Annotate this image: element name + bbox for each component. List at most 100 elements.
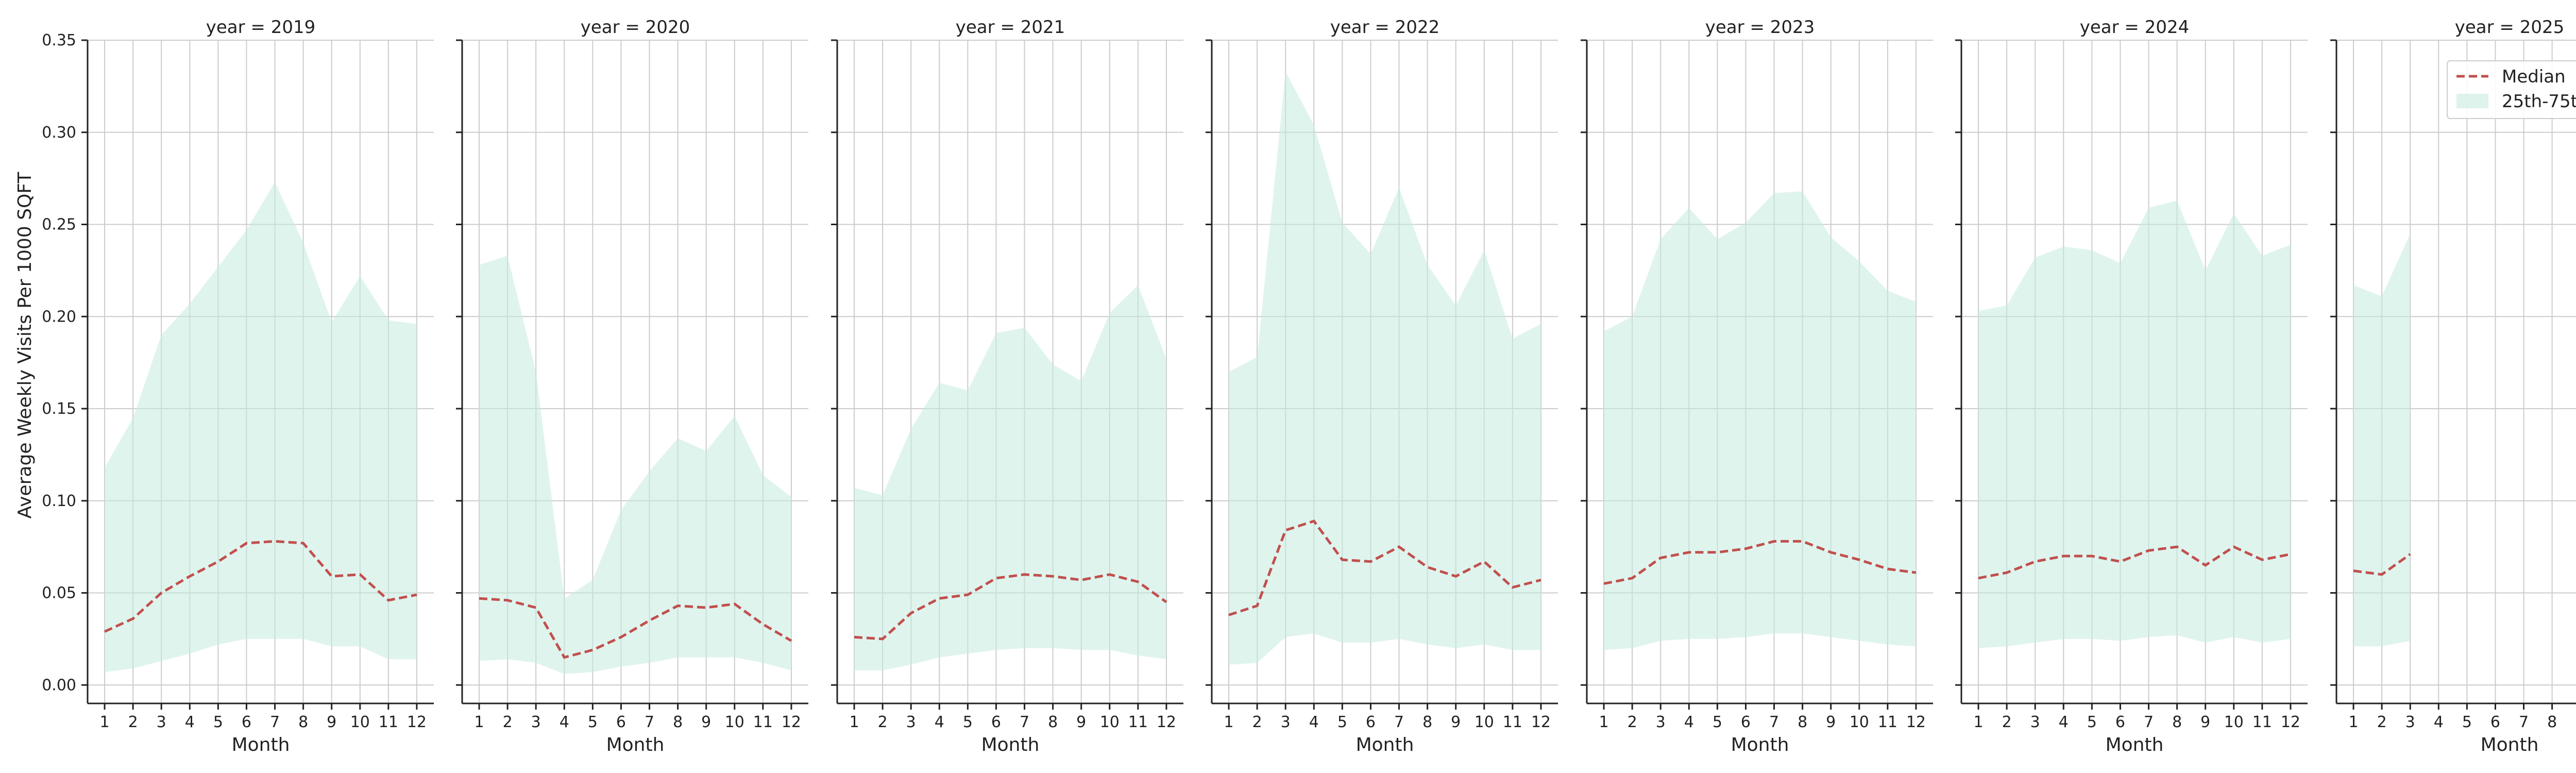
x-tick-label: 1	[2349, 713, 2359, 731]
x-tick-label: 1	[100, 713, 110, 731]
x-tick-label: 8	[2547, 713, 2557, 731]
x-tick-label: 5	[2462, 713, 2472, 731]
x-tick-label: 10	[350, 713, 370, 731]
percentile-band	[479, 256, 791, 674]
x-tick-label: 1	[474, 713, 484, 731]
x-tick-label: 7	[1769, 713, 1779, 731]
x-tick-label: 5	[2087, 713, 2097, 731]
legend-band-swatch	[2456, 94, 2488, 108]
x-tick-label: 3	[2405, 713, 2415, 731]
x-tick-label: 7	[645, 713, 654, 731]
x-tick-label: 11	[1503, 713, 1522, 731]
x-tick-label: 6	[991, 713, 1001, 731]
x-tick-label: 6	[616, 713, 626, 731]
panel-title: year = 2025	[2455, 17, 2564, 38]
percentile-band	[1604, 191, 1916, 650]
x-tick-label: 10	[1100, 713, 1120, 731]
x-tick-label: 6	[2115, 713, 2125, 731]
x-tick-label: 4	[1309, 713, 1319, 731]
x-tick-label: 1	[1599, 713, 1609, 731]
x-tick-label: 6	[1741, 713, 1751, 731]
x-tick-label: 7	[2519, 713, 2529, 731]
x-tick-label: 8	[1798, 713, 1807, 731]
panel-title: year = 2023	[1705, 17, 1815, 38]
x-axis-label: Month	[606, 734, 665, 755]
x-tick-label: 7	[1394, 713, 1404, 731]
percentile-band	[1978, 200, 2291, 648]
median-line	[104, 540, 417, 633]
x-axis-label: Month	[981, 734, 1040, 755]
x-tick-label: 2	[2377, 713, 2387, 731]
percentile-band	[2353, 233, 2411, 647]
x-tick-label: 12	[407, 713, 427, 731]
x-tick-label: 11	[753, 713, 773, 731]
x-tick-label: 7	[2144, 713, 2154, 731]
median-line	[854, 573, 1167, 641]
percentile-band	[854, 285, 1166, 670]
x-tick-label: 3	[1281, 713, 1291, 731]
x-tick-label: 5	[963, 713, 973, 731]
x-tick-label: 12	[782, 713, 801, 731]
x-tick-label: 8	[298, 713, 308, 731]
x-tick-label: 9	[1076, 713, 1086, 731]
panel-title: year = 2021	[956, 17, 1065, 38]
x-tick-label: 12	[1531, 713, 1551, 731]
x-tick-label: 11	[1128, 713, 1148, 731]
x-tick-label: 8	[673, 713, 683, 731]
y-tick-label: 0.00	[42, 676, 76, 694]
x-axis-label: Month	[1356, 734, 1414, 755]
x-tick-label: 8	[1422, 713, 1432, 731]
median-line	[2353, 553, 2411, 576]
median-line	[1228, 519, 1541, 616]
x-tick-label: 9	[2200, 713, 2210, 731]
y-tick-label: 0.15	[42, 400, 76, 418]
x-tick-label: 10	[2224, 713, 2244, 731]
panel-title: year = 2022	[1330, 17, 1439, 38]
x-tick-label: 7	[1020, 713, 1029, 731]
x-tick-label: 9	[327, 713, 336, 731]
x-tick-label: 1	[1224, 713, 1234, 731]
x-tick-label: 3	[531, 713, 541, 731]
median-line	[479, 597, 792, 659]
x-tick-label: 9	[701, 713, 711, 731]
percentile-band	[105, 182, 417, 673]
x-tick-label: 11	[2252, 713, 2272, 731]
x-tick-label: 10	[725, 713, 744, 731]
x-tick-label: 5	[1337, 713, 1347, 731]
x-tick-label: 3	[906, 713, 916, 731]
panels: 0.000.050.100.150.200.250.300.351 2 3 4 5 6 7 8…	[42, 17, 2576, 755]
x-tick-label: 11	[1878, 713, 1897, 731]
legend-median-label: Median	[2502, 66, 2566, 87]
y-tick-label: 0.30	[42, 124, 76, 142]
x-tick-label: 12	[1906, 713, 1926, 731]
x-tick-label: 9	[1451, 713, 1461, 731]
x-tick-label: 5	[588, 713, 598, 731]
x-tick-label: 3	[157, 713, 166, 731]
x-tick-label: 10	[1850, 713, 1869, 731]
x-tick-label: 1	[1974, 713, 1984, 731]
x-tick-label: 9	[1826, 713, 1836, 731]
x-tick-label: 4	[2434, 713, 2444, 731]
legend: Median 25th-75th Percentile	[2447, 60, 2576, 119]
panel-title: year = 2019	[206, 17, 315, 38]
median-line	[1603, 540, 1917, 585]
median-line	[1978, 545, 2291, 580]
panel-title: year = 2024	[2080, 17, 2189, 38]
x-tick-label: 2	[1628, 713, 1637, 731]
x-tick-label: 11	[379, 713, 398, 731]
x-axis-label: Month	[1731, 734, 1789, 755]
x-tick-label: 12	[2281, 713, 2300, 731]
x-tick-label: 2	[878, 713, 888, 731]
panel-0: 0.00 0.05 0.10 0.15 0.20 0.25 0.30 0.35 1 2 3 4 5 6 7 8…	[42, 17, 434, 755]
x-tick-label: 5	[213, 713, 223, 731]
x-tick-label: 4	[185, 713, 195, 731]
x-tick-label: 2	[2002, 713, 2012, 731]
x-tick-label: 6	[242, 713, 251, 731]
y-tick-label: 0.25	[42, 216, 76, 234]
x-tick-label: 5	[1713, 713, 1722, 731]
